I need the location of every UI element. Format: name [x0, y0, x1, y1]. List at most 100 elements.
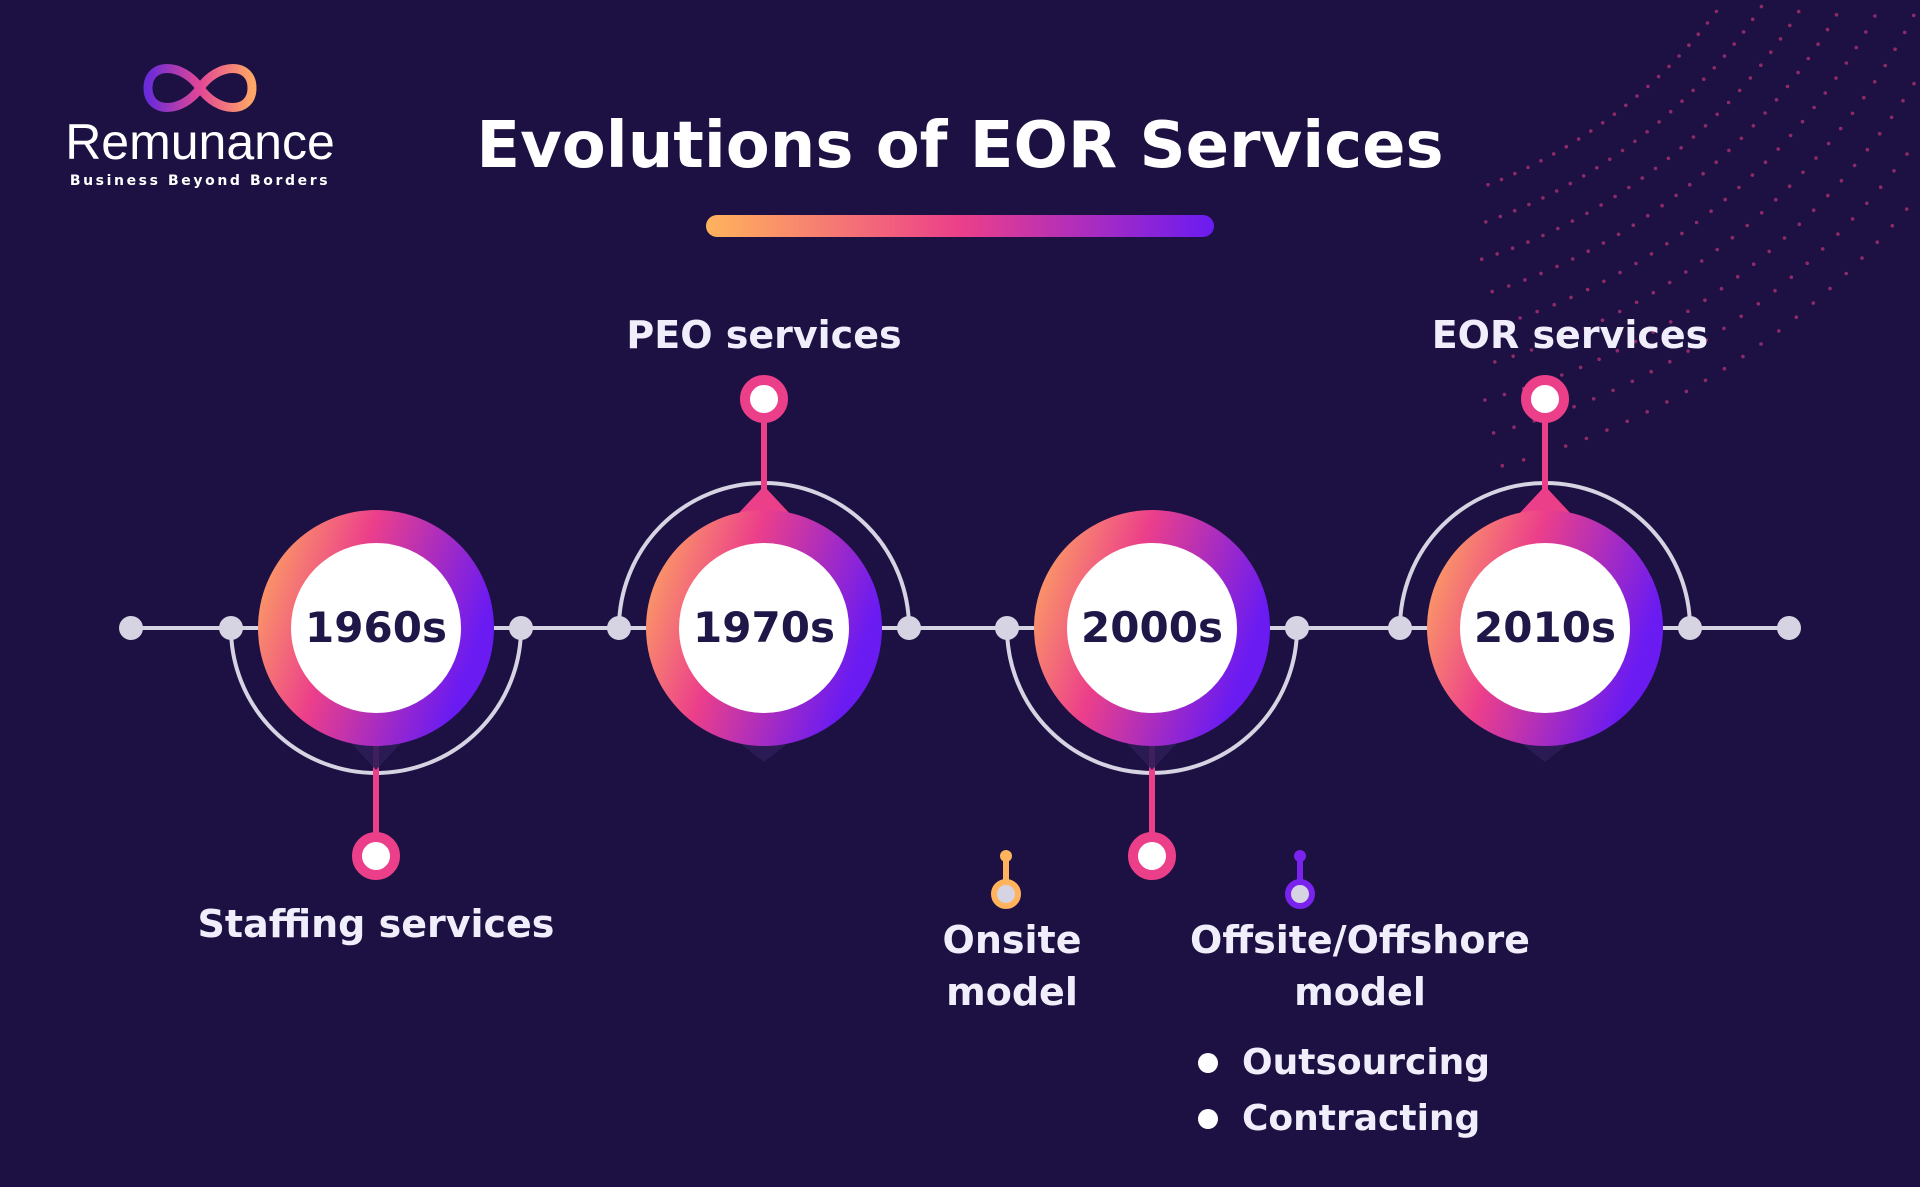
- node-1960s: [352, 832, 400, 880]
- decorative-dot: [1493, 360, 1497, 364]
- decorative-dot: [1600, 121, 1605, 125]
- decorative-dot: [1823, 91, 1828, 95]
- decorative-dot: [1668, 109, 1673, 114]
- decorative-dot: [1769, 50, 1773, 54]
- decorative-dot: [1649, 369, 1653, 374]
- decorative-dot: [1684, 389, 1689, 394]
- decorative-dot: [1816, 42, 1820, 46]
- label-offsite-offshore-model: Offsite/Offshore model: [1180, 914, 1540, 1018]
- decorative-dot: [1723, 197, 1727, 202]
- decorative-dot: [1776, 147, 1780, 151]
- offsite-node: [1285, 879, 1315, 909]
- decorative-dot: [1591, 397, 1596, 401]
- label-onsite-model: Onsite model: [912, 914, 1112, 1018]
- decorative-dot: [1796, 9, 1801, 14]
- decorative-dot: [1794, 315, 1799, 320]
- decorative-dot: [1865, 201, 1869, 206]
- decorative-dot: [1513, 171, 1517, 176]
- decorative-dot: [1826, 141, 1831, 146]
- decorative-dot: [1703, 124, 1708, 128]
- decorative-dot: [1864, 30, 1868, 34]
- decorative-dot: [1759, 4, 1764, 9]
- decorative-dot: [1630, 379, 1635, 384]
- decorative-dot: [1745, 223, 1749, 228]
- decorative-dot: [1797, 222, 1802, 227]
- decorative-dot: [1615, 348, 1620, 353]
- decorative-dot: [1687, 182, 1692, 187]
- decorative-dot: [1875, 240, 1880, 244]
- decorative-dot: [1608, 157, 1612, 162]
- decorative-dot: [1825, 27, 1830, 32]
- decorative-dot: [1767, 249, 1771, 254]
- decorative-dot: [1576, 137, 1581, 141]
- decorative-dot: [1712, 66, 1717, 70]
- decorative-dot: [1583, 326, 1587, 331]
- decorative-dot: [1787, 184, 1792, 188]
- decorative-dot: [1912, 81, 1916, 86]
- decorative-dot: [1834, 13, 1839, 17]
- decorative-dot: [1877, 131, 1882, 136]
- decorative-dot: [1737, 88, 1742, 93]
- year-circle-1970s: [646, 486, 882, 762]
- decorative-dot: [1850, 217, 1855, 221]
- decorative-dot: [1581, 174, 1586, 178]
- decorative-dot: [1667, 64, 1671, 69]
- decorative-dot: [1555, 264, 1559, 269]
- decorative-dot: [1631, 223, 1636, 227]
- decorative-dot: [1828, 286, 1832, 291]
- decorative-dot: [1656, 74, 1661, 79]
- bullet-dot-icon: [1198, 1109, 1218, 1129]
- decorative-dot: [1862, 95, 1866, 100]
- decorative-dot: [1541, 196, 1545, 200]
- decorative-dot: [1751, 124, 1756, 128]
- decorative-dot: [1539, 271, 1543, 276]
- connector-dots: [119, 616, 1801, 640]
- decorative-dot: [1722, 54, 1727, 58]
- decorative-dot: [1686, 349, 1690, 353]
- decorative-dot: [1599, 203, 1603, 207]
- decorative-dot: [1883, 63, 1887, 68]
- decorative-dot: [1535, 309, 1539, 314]
- decorative-dot: [1625, 419, 1629, 424]
- decorative-dot: [1838, 126, 1843, 131]
- decorative-dot: [1657, 120, 1661, 124]
- decorative-dot: [1595, 166, 1599, 170]
- decorative-dot: [1911, 13, 1916, 18]
- decorative-dot: [1701, 171, 1705, 176]
- decorative-dot: [1901, 98, 1905, 103]
- decorative-dot: [1585, 287, 1590, 292]
- decorative-dot: [1620, 148, 1625, 153]
- decorative-dot: [1518, 316, 1522, 320]
- decorative-dot: [1806, 56, 1811, 61]
- decorative-dot: [1873, 14, 1877, 18]
- decorative-dot: [1602, 279, 1606, 284]
- decorative-dot: [1572, 404, 1576, 409]
- decorative-dot: [1633, 139, 1637, 144]
- decorative-dot: [1684, 270, 1688, 274]
- decorative-dot: [1878, 185, 1883, 189]
- decorative-dot: [1484, 220, 1488, 224]
- decorative-dot: [1500, 322, 1505, 326]
- decorative-dot: [1774, 98, 1779, 102]
- decorative-dot: [1680, 99, 1684, 103]
- decorative-dot: [1722, 366, 1727, 371]
- decorative-dot: [1865, 147, 1870, 152]
- decorative-dot: [1785, 84, 1790, 89]
- decorative-dot: [1547, 341, 1552, 346]
- decorative-dot: [1796, 70, 1800, 75]
- decorative-dot: [1680, 231, 1684, 236]
- decorative-dot: [1668, 359, 1672, 364]
- decorative-dot: [1660, 203, 1664, 208]
- decorative-dot: [1578, 365, 1583, 370]
- decorative-dot: [1778, 37, 1783, 41]
- decorative-dot: [1854, 45, 1859, 50]
- decorative-dot: [1872, 80, 1877, 84]
- decorative-dot: [1892, 169, 1896, 173]
- decorative-dot-arcs: [1479, 4, 1916, 468]
- decorative-dot: [1750, 173, 1755, 177]
- decorative-dot: [1491, 431, 1496, 435]
- decorative-dot: [1646, 84, 1650, 89]
- decorative-dot: [1645, 410, 1649, 414]
- decorative-dot: [1788, 23, 1792, 28]
